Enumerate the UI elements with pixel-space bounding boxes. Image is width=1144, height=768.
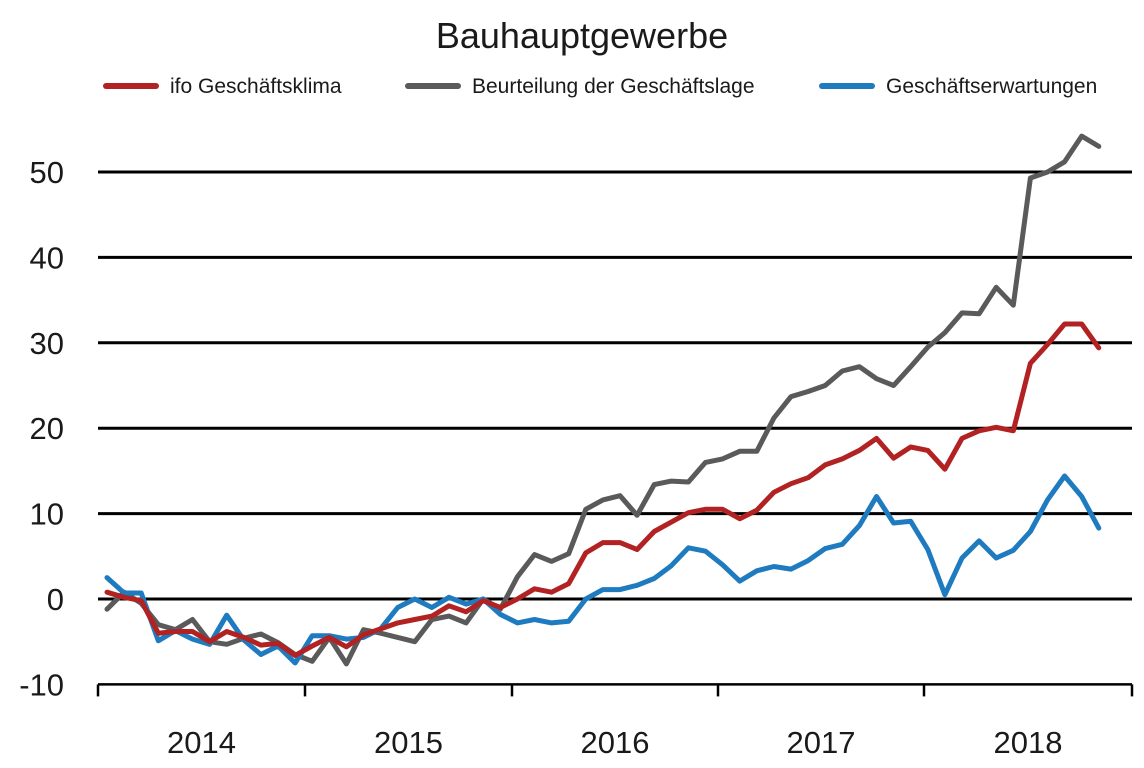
chart-title: Bauhauptgewerbe bbox=[436, 15, 728, 56]
legend: ifo Geschäftsklima Beurteilung der Geschä… bbox=[103, 75, 1097, 98]
grid-lines bbox=[98, 170, 1132, 601]
legend-label: Geschäftserwartungen bbox=[886, 75, 1097, 98]
y-tick-label: 10 bbox=[30, 497, 64, 532]
x-tick-label: 2017 bbox=[787, 725, 856, 760]
legend-label: ifo Geschäftsklima bbox=[170, 75, 342, 98]
legend-label: Beurteilung der Geschäftslage bbox=[472, 75, 755, 98]
y-tick-label: -10 bbox=[19, 667, 64, 702]
series-line bbox=[104, 473, 1102, 666]
x-tick-label: 2014 bbox=[167, 725, 236, 760]
y-tick-label: 50 bbox=[30, 155, 64, 190]
y-tick-label: 20 bbox=[30, 411, 64, 446]
x-tick-label: 2016 bbox=[581, 725, 650, 760]
series-lines bbox=[104, 133, 1102, 667]
x-tick-label: 2018 bbox=[994, 725, 1063, 760]
y-tick-label: 0 bbox=[47, 582, 64, 617]
y-tick-label: 30 bbox=[30, 326, 64, 361]
series-line bbox=[104, 321, 1102, 658]
x-axis: 2014 2015 2016 2017 2018 bbox=[96, 683, 1134, 760]
y-tick-label: 40 bbox=[30, 240, 64, 275]
y-axis-ticks: 50 40 30 20 10 0 -10 bbox=[19, 155, 64, 702]
x-tick-label: 2015 bbox=[374, 725, 443, 760]
series-line bbox=[104, 133, 1102, 667]
